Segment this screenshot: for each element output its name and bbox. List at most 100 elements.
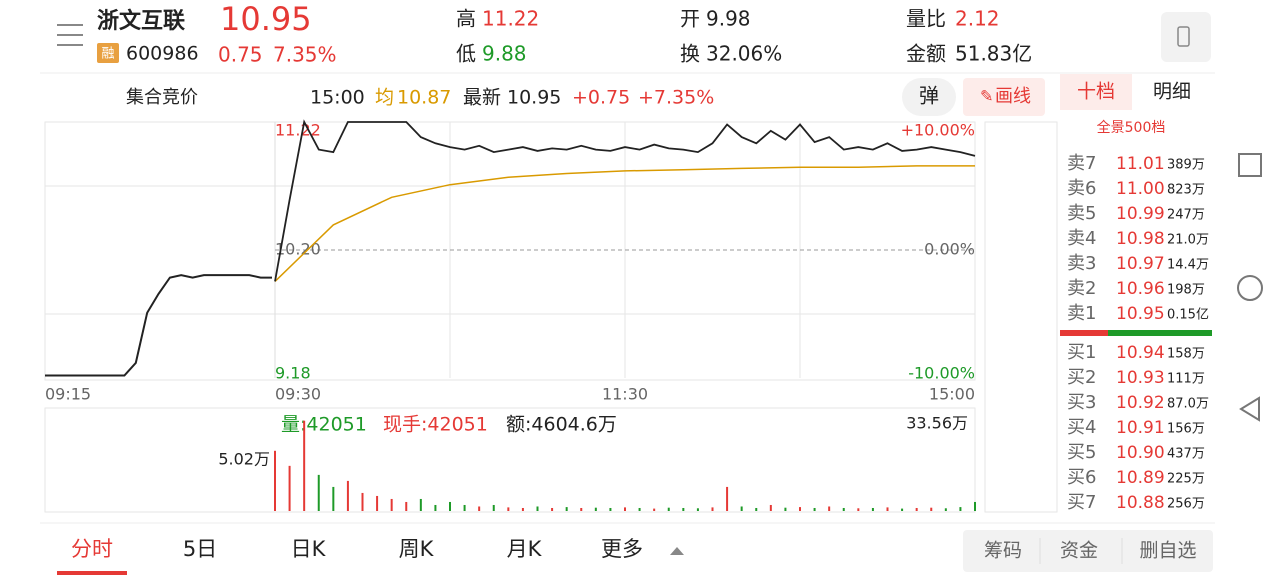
level-label: 卖7: [1067, 153, 1096, 174]
price-label: 9.18: [275, 364, 311, 383]
level-volume: 256万: [1167, 497, 1205, 512]
price-label: 10.20: [275, 240, 321, 259]
volume-bar: [624, 507, 626, 511]
volume-bar: [886, 507, 889, 511]
avg-label: 均: [375, 87, 394, 109]
high-label: 高: [456, 7, 476, 31]
bottom-bar: 分时 5日 日K 周K 月K 更多 筹码 资金 删自选: [71, 530, 1213, 572]
level-volume: 247万: [1167, 208, 1205, 223]
level-volume: 111万: [1167, 372, 1205, 387]
bottom-button[interactable]: 筹码: [984, 540, 1022, 562]
volume-bar: [653, 508, 656, 511]
high: 11.22: [482, 7, 539, 31]
volume-bar: [390, 498, 393, 511]
volume-bar: [419, 498, 422, 511]
bottom-tab[interactable]: 分时: [71, 537, 113, 561]
level-volume: 225万: [1167, 472, 1205, 487]
bottom-button[interactable]: 删自选: [1139, 540, 1196, 562]
level-label: 卖4: [1067, 228, 1096, 249]
nav-recent[interactable]: [1238, 153, 1262, 177]
bottom-tab[interactable]: 日K: [291, 537, 327, 561]
level-price: 10.92: [1116, 393, 1165, 413]
volume-bar: [638, 507, 641, 511]
tab-underline: [57, 571, 127, 575]
level-volume: 823万: [1167, 183, 1205, 198]
volume-bar: [361, 492, 364, 511]
nav-back[interactable]: [1239, 396, 1260, 422]
bottom-tab[interactable]: 月K: [507, 537, 543, 561]
tag: 融: [101, 47, 114, 62]
draw-button[interactable]: [963, 78, 1045, 116]
level-price: 10.94: [1116, 343, 1165, 363]
level-label: 买4: [1067, 417, 1096, 438]
volume-bar: [507, 507, 510, 511]
level-price: 10.96: [1116, 279, 1165, 299]
level-volume: 437万: [1167, 447, 1205, 462]
level-volume: 389万: [1167, 158, 1205, 173]
bottom-tab[interactable]: 更多: [601, 537, 643, 561]
level-price: 10.91: [1116, 418, 1165, 438]
bottom-tab[interactable]: 周K: [399, 537, 435, 561]
volume-bar: [711, 507, 714, 511]
volume-frame: [44, 407, 976, 513]
volume-bar: [565, 507, 568, 511]
volume-bar: [842, 507, 845, 511]
level-volume: 14.4万: [1167, 258, 1209, 273]
menu-icon[interactable]: [57, 24, 83, 46]
side-frame: [984, 121, 1058, 513]
pencil-icon: ✎: [980, 87, 993, 106]
turnover-label: 换: [680, 42, 700, 66]
tab-bg: [1060, 74, 1132, 110]
chart: 11.22 10.20 9.18 +10.00% 0.00% -10.00% 09:15 09…: [45, 119, 976, 511]
time: 15:00: [310, 87, 365, 109]
volume-bar: [813, 507, 816, 511]
time-label: 09:30: [275, 385, 321, 404]
info-change: +0.75: [572, 87, 630, 109]
vol-ratio: 2.12: [955, 7, 1000, 31]
amount: 51.83亿: [955, 42, 1032, 66]
volume-bar: [828, 506, 831, 511]
volume-bar: [901, 508, 904, 511]
volume-bar: [784, 507, 787, 511]
full-depth[interactable]: 全景500档: [1097, 119, 1166, 136]
volume-bar: [492, 504, 495, 511]
tab[interactable]: 十档: [1077, 81, 1115, 103]
volume-bar: [740, 506, 743, 511]
change-pct: 7.35%: [273, 43, 337, 67]
landscape-button[interactable]: [1161, 12, 1211, 62]
level-label: 买3: [1067, 392, 1096, 413]
level-label: 买5: [1067, 442, 1096, 463]
draw-label: 画线: [995, 86, 1031, 107]
latest-label: 最新: [463, 87, 501, 109]
volume-bar: [551, 507, 554, 511]
popup-button[interactable]: [902, 78, 956, 116]
volume-bar: [974, 501, 976, 511]
bottom-button[interactable]: 资金: [1060, 540, 1098, 562]
level-label: 卖2: [1067, 278, 1096, 299]
level-volume: 158万: [1167, 347, 1205, 362]
volume-total: 量:42051: [281, 414, 367, 436]
open: 9.98: [706, 7, 751, 31]
level-label: 买1: [1067, 342, 1096, 363]
volume-amount: 额:4604.6万: [506, 414, 617, 436]
level-price: 10.99: [1116, 204, 1165, 224]
level-price: 11.01: [1116, 154, 1165, 174]
level-label: 买7: [1067, 492, 1096, 513]
price-label: 11.22: [275, 121, 321, 140]
price-line: [274, 119, 976, 282]
volume-bar: [959, 507, 962, 511]
volume-bar: [521, 507, 524, 511]
nav-home[interactable]: [1237, 275, 1263, 301]
code: 600986: [126, 43, 199, 65]
time-label: 15:00: [929, 385, 975, 404]
tab[interactable]: 明细: [1153, 81, 1191, 103]
amount-label: 金额: [906, 42, 946, 66]
price: 10.95: [220, 0, 312, 38]
volume-max: 33.56万: [906, 414, 968, 433]
open-label: 开: [680, 7, 700, 31]
bottom-tab[interactable]: 5日: [183, 537, 217, 561]
level-price: 10.88: [1116, 493, 1165, 513]
level-volume: 87.0万: [1167, 397, 1209, 412]
